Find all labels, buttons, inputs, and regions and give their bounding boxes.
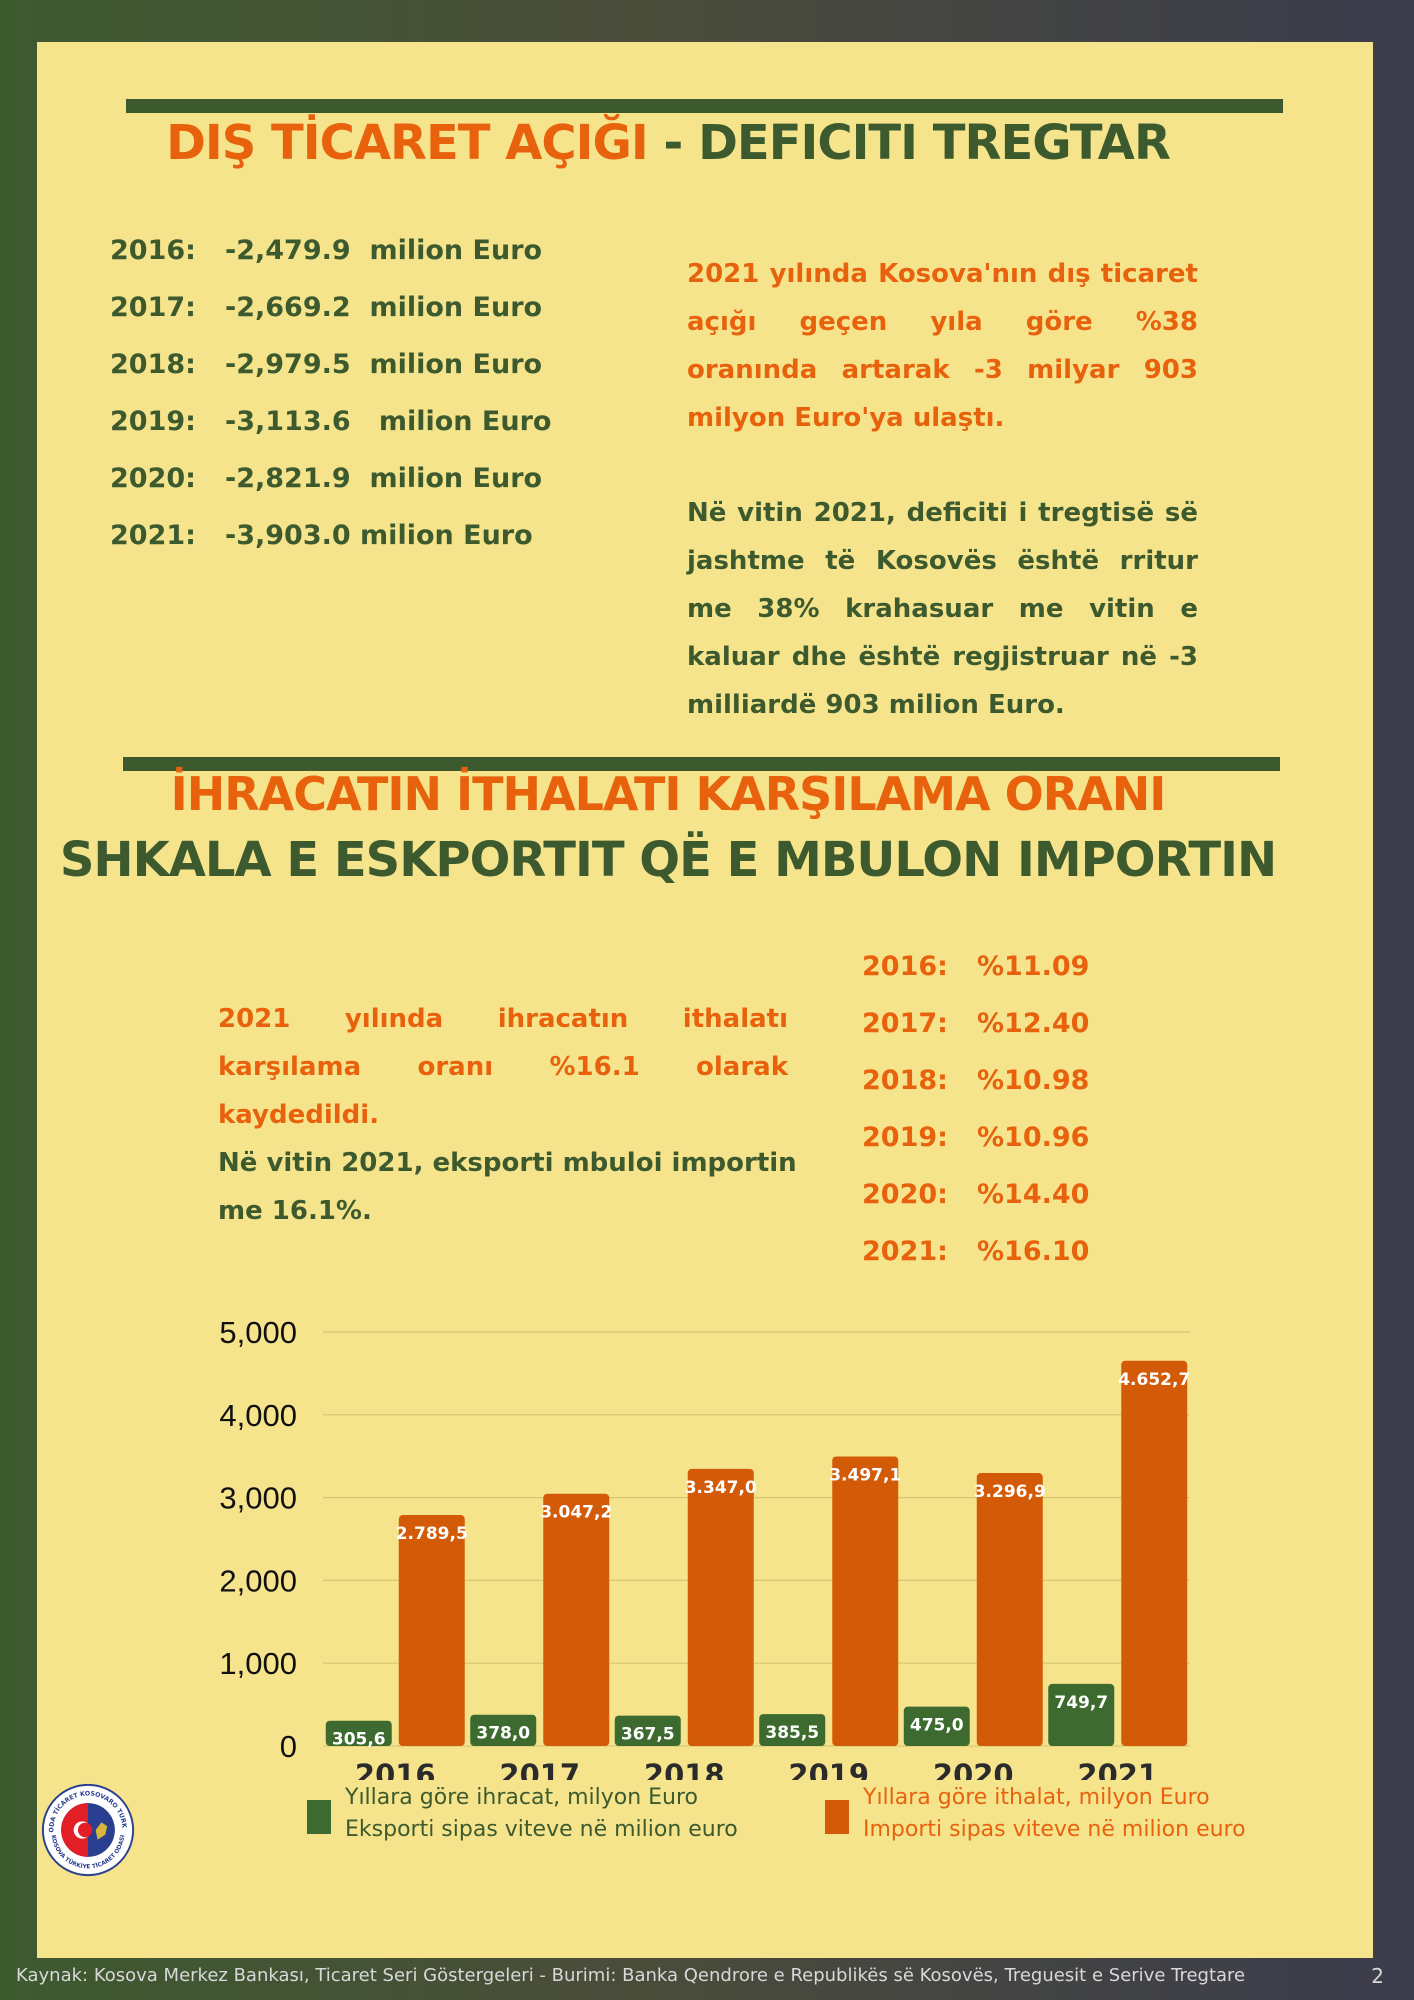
y-tick-label: 0 — [280, 1729, 297, 1764]
bar-value-label: 2.789,5 — [396, 1524, 468, 1544]
deficit-title: DIŞ TİCARET AÇIĞI - DEFICITI TREGTAR — [0, 115, 1336, 171]
import-bar — [976, 1473, 1043, 1746]
legend-import-swatch — [825, 1800, 849, 1834]
ratio-value: %14.40 — [977, 1179, 1090, 1210]
ratio-year: 2021: — [862, 1236, 948, 1267]
export-bar — [325, 1720, 392, 1746]
bar-value-label: 385,5 — [765, 1723, 819, 1743]
export-bar — [903, 1706, 970, 1746]
coverage-text-sq: Në vitin 2021, eksporti mbuloi importin … — [218, 1148, 797, 1226]
x-tick-label: 2021 — [1077, 1758, 1158, 1780]
deficit-text-sq: Në vitin 2021, deficiti i tregtisë së ja… — [687, 498, 1198, 720]
ratio-year: 2016: — [862, 951, 948, 982]
ratio-value: %10.96 — [977, 1122, 1090, 1153]
ratio-value: %12.40 — [977, 1008, 1090, 1039]
deficit-title-sq: DEFICITI TREGTAR — [698, 115, 1171, 171]
legend-export-line2: Eksporti sipas viteve në milion euro — [345, 1817, 738, 1842]
deficit-row: 2018: -2,979.5 milion Euro — [110, 336, 551, 393]
bar-value-label: 3.296,9 — [974, 1482, 1046, 1502]
y-tick-label: 1,000 — [219, 1646, 297, 1681]
page-number: 2 — [1371, 1964, 1384, 1988]
ratio-value: %16.10 — [977, 1236, 1090, 1267]
y-tick-label: 3,000 — [219, 1481, 297, 1516]
ratio-row: 2016: %11.09 — [862, 938, 1089, 995]
source-footer: Kaynak: Kosova Merkez Bankası, Ticaret S… — [16, 1965, 1246, 1986]
export-bar — [759, 1714, 826, 1746]
legend-import-line2: Importi sipas viteve në milion euro — [863, 1817, 1246, 1842]
coverage-ratio-list: 2016: %11.09 2017: %12.40 2018: %10.98 2019… — [862, 938, 1089, 1280]
x-tick-label: 2020 — [933, 1758, 1014, 1780]
ratio-year: 2017: — [862, 1008, 948, 1039]
ratio-value: %10.98 — [977, 1065, 1090, 1096]
deficit-row: 2019: -3,113.6 milion Euro — [110, 393, 551, 450]
coverage-title-tr: İHRACATIN İTHALATI KARŞILAMA ORANI — [170, 767, 1167, 821]
deficit-row: 2016: -2,479.9 milion Euro — [110, 222, 551, 279]
trade-bar-chart: 0 1,000 2,000 3,000 4,000 5,000 305,6 2.789,5 20… — [219, 1315, 1190, 1780]
legend-import-text: Yıllara göre ithalat, milyon Euro Import… — [863, 1782, 1246, 1846]
legend-export-text: Yıllara göre ihracat, milyon Euro Ekspor… — [345, 1782, 738, 1846]
import-bar — [398, 1515, 465, 1746]
import-bar — [687, 1468, 754, 1746]
bar-value-label: 378,0 — [476, 1724, 530, 1744]
legend-export-line1: Yıllara göre ihracat, milyon Euro — [345, 1785, 698, 1810]
x-tick-label: 2017 — [499, 1758, 580, 1780]
legend-import-line1: Yıllara göre ithalat, milyon Euro — [863, 1785, 1210, 1810]
coverage-text-tr: 2021 yılında ihracatın ithalatı karşılam… — [218, 1004, 788, 1130]
deficit-row: 2017: -2,669.2 milion Euro — [110, 279, 551, 336]
deficit-row: 2021: -3,903.0 milion Euro — [110, 507, 551, 564]
top-divider — [126, 99, 1283, 113]
deficit-value: -3,113.6 milion Euro — [225, 406, 552, 437]
deficit-year: 2021: — [110, 520, 196, 551]
ratio-row: 2021: %16.10 — [862, 1223, 1089, 1280]
y-tick-label: 5,000 — [219, 1315, 297, 1350]
bar-value-label: 749,7 — [1054, 1693, 1108, 1713]
deficit-value: -3,903.0 milion Euro — [225, 520, 533, 551]
deficit-year: 2016: — [110, 235, 196, 266]
deficit-value: -2,669.2 milion Euro — [225, 292, 543, 323]
ratio-row: 2020: %14.40 — [862, 1166, 1089, 1223]
coverage-title-sq: SHKALA E ESKPORTIT QË E MBULON IMPORTIN — [59, 832, 1277, 888]
bar-value-label: 3.047,2 — [540, 1503, 612, 1523]
chamber-logo: ODA TİCARET KOSOVARO TURKE KOSOVA TÜRKİY… — [40, 1782, 135, 1877]
bar-value-label: 4.652,7 — [1118, 1370, 1190, 1390]
deficit-title-tr: DIŞ TİCARET AÇIĞI — [166, 115, 649, 171]
ratio-year: 2020: — [862, 1179, 948, 1210]
middle-divider — [123, 757, 1280, 771]
x-tick-label: 2019 — [788, 1758, 869, 1780]
deficit-year: 2018: — [110, 349, 196, 380]
deficit-value: -2,979.5 milion Euro — [225, 349, 543, 380]
export-bar — [1048, 1683, 1115, 1746]
deficit-list: 2016: -2,479.9 milion Euro 2017: -2,669.2 … — [110, 222, 551, 564]
bar-value-label: 367,5 — [621, 1725, 675, 1745]
legend-export-swatch — [307, 1800, 331, 1834]
bar-value-label: 305,6 — [332, 1730, 386, 1750]
ratio-year: 2018: — [862, 1065, 948, 1096]
deficit-row: 2020: -2,821.9 milion Euro — [110, 450, 551, 507]
y-tick-label: 2,000 — [219, 1563, 297, 1598]
ratio-year: 2019: — [862, 1122, 948, 1153]
bar-value-label: 475,0 — [910, 1716, 964, 1736]
deficit-title-sep: - — [647, 115, 699, 171]
ratio-row: 2017: %12.40 — [862, 995, 1089, 1052]
import-bar — [543, 1493, 610, 1746]
x-tick-label: 2016 — [355, 1758, 436, 1780]
x-tick-label: 2018 — [644, 1758, 725, 1780]
ratio-row: 2019: %10.96 — [862, 1109, 1089, 1166]
deficit-year: 2020: — [110, 463, 196, 494]
deficit-year: 2019: — [110, 406, 196, 437]
deficit-value: -2,479.9 milion Euro — [225, 235, 543, 266]
import-bar — [1121, 1360, 1188, 1746]
export-bar — [470, 1714, 537, 1746]
deficit-year: 2017: — [110, 292, 196, 323]
ratio-row: 2018: %10.98 — [862, 1052, 1089, 1109]
export-bar — [614, 1715, 681, 1746]
ratio-value: %11.09 — [977, 951, 1090, 982]
import-bar — [832, 1456, 899, 1746]
deficit-value: -2,821.9 milion Euro — [225, 463, 543, 494]
y-tick-label: 4,000 — [219, 1398, 297, 1433]
bar-value-label: 3.497,1 — [829, 1465, 901, 1485]
bar-value-label: 3.347,0 — [685, 1478, 757, 1498]
deficit-text-tr: 2021 yılında Kosova'nın dış ticaret açığ… — [687, 259, 1198, 433]
